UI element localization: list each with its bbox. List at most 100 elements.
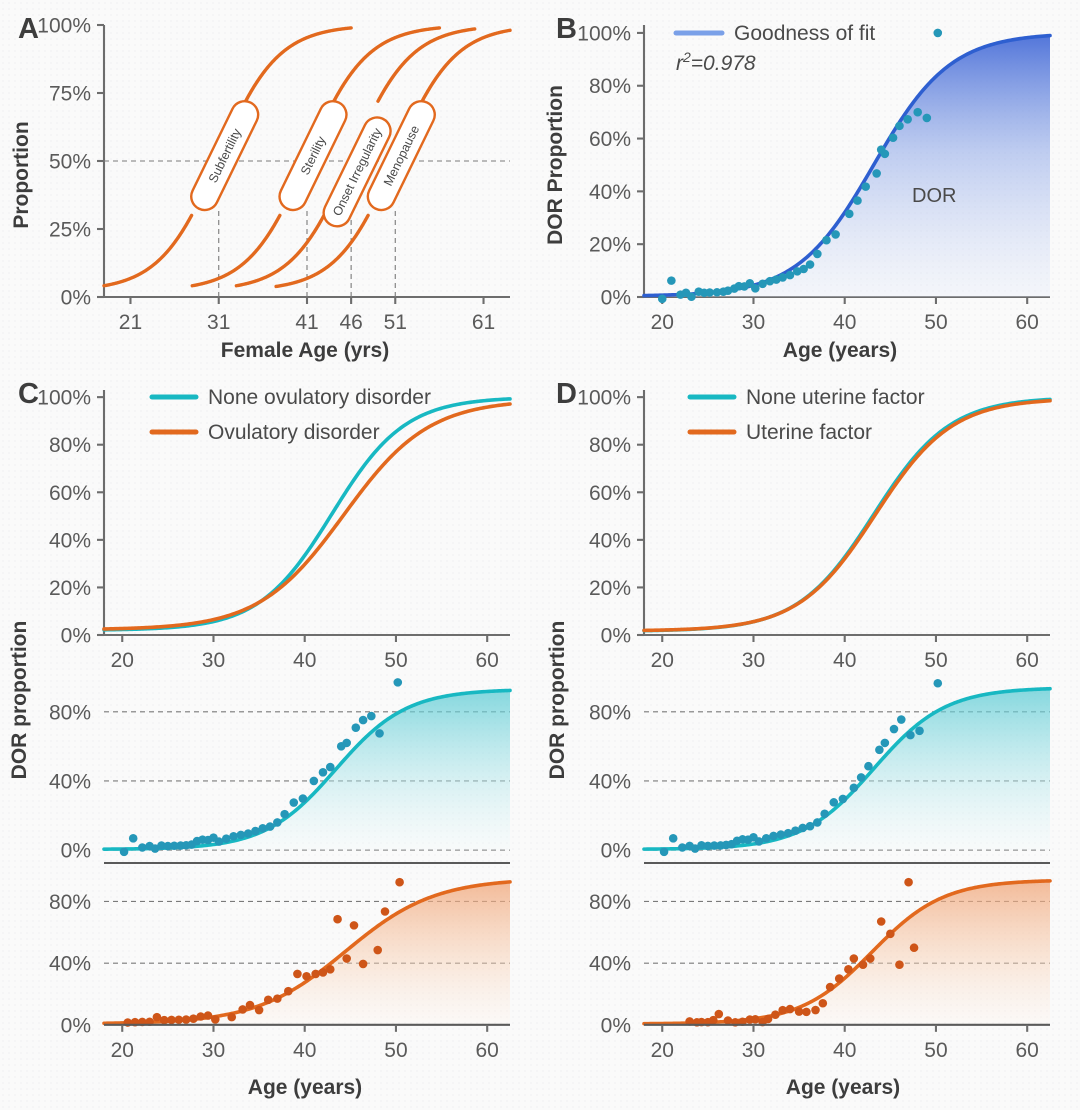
panel-C-bottom-scatter-point: [245, 1000, 255, 1010]
panel-C-middle-scatter-point: [229, 831, 238, 841]
panel-B-scatter-point: [853, 196, 862, 205]
x-tick-label: 30: [202, 1039, 225, 1062]
x-tick-label: 30: [742, 649, 765, 672]
panel-B-letter: B: [556, 13, 577, 45]
panel-B-ylabel: DOR Proportion: [544, 85, 567, 245]
x-tick-label: 60: [476, 649, 499, 672]
panel-B-scatter-point: [667, 276, 676, 285]
x-tick-label: 41: [295, 311, 318, 334]
panel-C-middle-scatter-point: [236, 830, 246, 840]
panel-C-middle-scatter-point: [309, 776, 319, 786]
legend-label-none-ovulatory-disorder: None ovulatory disorder: [208, 386, 431, 409]
panel-C-middle-scatter-point: [342, 738, 351, 748]
x-tick-label: 20: [651, 649, 674, 672]
panel-A-pill-0: Subfertility: [190, 100, 260, 212]
panel-D-bottom-scatter-point: [834, 974, 844, 983]
y-tick-label: 80%: [49, 434, 91, 457]
panel-B-area-annotation: DOR: [912, 185, 956, 207]
y-tick-label: 25%: [49, 219, 91, 242]
panel-C-middle-scatter-point: [298, 794, 308, 803]
y-tick-label: 0%: [601, 1014, 631, 1037]
x-tick-label: 20: [111, 1039, 134, 1062]
panel-D-middle-scatter-point: [915, 726, 924, 736]
panel-C-xlabel: Age (years): [248, 1076, 362, 1099]
panel-D-middle-area-fill: [644, 688, 1050, 851]
panel-D-middle-scatter-point: [875, 745, 884, 755]
panel-D-bottom-scatter-point: [802, 1007, 811, 1017]
panel-C-middle-scatter-point: [273, 818, 282, 827]
y-tick-label: 60%: [589, 482, 631, 505]
panel-D-bottom-scatter-point: [844, 965, 853, 974]
panel-D-bottom-scatter-point: [818, 998, 828, 1008]
y-tick-label: 80%: [49, 891, 91, 914]
panel-B-scatter-point: [785, 270, 795, 280]
x-tick-label: 40: [833, 649, 856, 672]
panel-D-middle-scatter-point: [776, 830, 786, 839]
x-tick-label: 20: [651, 1039, 674, 1062]
y-tick-label: 40%: [589, 953, 631, 976]
x-tick-label: 31: [207, 311, 230, 334]
x-tick-label: 60: [1016, 311, 1039, 334]
y-tick-label: 40%: [49, 770, 91, 793]
y-tick-label: 20%: [589, 577, 631, 600]
panel-C-bottom-scatter-point: [203, 1011, 213, 1020]
y-tick-label: 40%: [49, 529, 91, 552]
panel-C-bottom-scatter-point: [395, 877, 404, 887]
panel-D-middle-scatter-point: [838, 794, 848, 804]
panel-B-scatter-point: [903, 114, 912, 124]
x-tick-label: 50: [924, 311, 947, 334]
panel-B-scatter-point: [933, 28, 943, 38]
panel-D-letter: D: [556, 378, 577, 410]
panel-D-bottom-scatter-point: [858, 960, 868, 969]
x-tick-label: 50: [924, 1039, 947, 1062]
panel-C-middle-scatter-point: [243, 829, 253, 838]
y-tick-label: 100%: [37, 15, 91, 38]
panel-C-bottom-scatter-point: [284, 986, 293, 996]
panel-D-middle-scatter-point: [820, 809, 829, 819]
x-tick-label: 60: [476, 1039, 499, 1062]
panel-C-middle-scatter-point: [265, 822, 275, 831]
panel-B-scatter-point: [778, 273, 787, 282]
panel-C-bottom-scatter-point: [373, 945, 383, 955]
panel-D-middle-scatter-point: [856, 773, 866, 782]
legend-label-goodness-of-fit: Goodness of fit: [734, 22, 875, 45]
x-tick-label: 21: [119, 311, 142, 334]
panel-B-scatter-point: [888, 133, 898, 143]
panel-B-scatter-point: [895, 121, 904, 131]
y-tick-label: 0%: [601, 287, 631, 310]
panel-D-middle-scatter-point: [933, 678, 943, 688]
panel-C-middle-scatter-point: [318, 767, 328, 777]
panel-B-scatter-point: [805, 260, 815, 269]
panel-C-middle-scatter-point: [289, 798, 299, 807]
panel-A-xlabel: Female Age (yrs): [221, 339, 389, 362]
x-tick-label: 30: [202, 649, 225, 672]
panel-D-bottom-scatter-point: [771, 1010, 780, 1019]
y-tick-label: 0%: [601, 625, 631, 648]
panel-C-middle-scatter-point: [325, 762, 335, 772]
panel-D-middle-scatter-point: [659, 847, 669, 857]
panel-A-letter: A: [18, 13, 39, 45]
panel-A-curve-lower-0: [102, 213, 194, 288]
y-tick-label: 40%: [589, 770, 631, 793]
x-tick-label: 40: [833, 311, 856, 334]
y-tick-label: 20%: [589, 234, 631, 257]
panel-D-bottom-scatter-point: [865, 954, 875, 963]
panel-C-letter: C: [18, 378, 39, 410]
panel-B-scatter-point: [880, 149, 890, 159]
y-tick-label: 0%: [61, 287, 91, 310]
panel-C-bottom-scatter-point: [263, 995, 273, 1005]
legend-label-r-squared: r2=0.978: [676, 49, 756, 75]
panel-C-middle-scatter-point: [280, 809, 289, 819]
panel-C-bottom-scatter-point: [293, 969, 302, 979]
panel-D-bottom-scatter-point: [825, 982, 835, 992]
y-tick-label: 100%: [37, 387, 91, 410]
panel-D-legend: None uterine factor Uterine factor: [687, 386, 925, 444]
panel-D-bottom-plot: 0% 40% 80% 20 30 40 50 60: [589, 877, 1052, 1062]
y-tick-label: 80%: [49, 701, 91, 724]
legend-label-ovulatory-disorder: Ovulatory disorder: [208, 421, 380, 444]
panel-D-bottom-scatter-point: [811, 1005, 820, 1015]
panel-D-middle-scatter-point: [889, 724, 899, 734]
panel-D-middle-scatter-point: [896, 715, 906, 724]
